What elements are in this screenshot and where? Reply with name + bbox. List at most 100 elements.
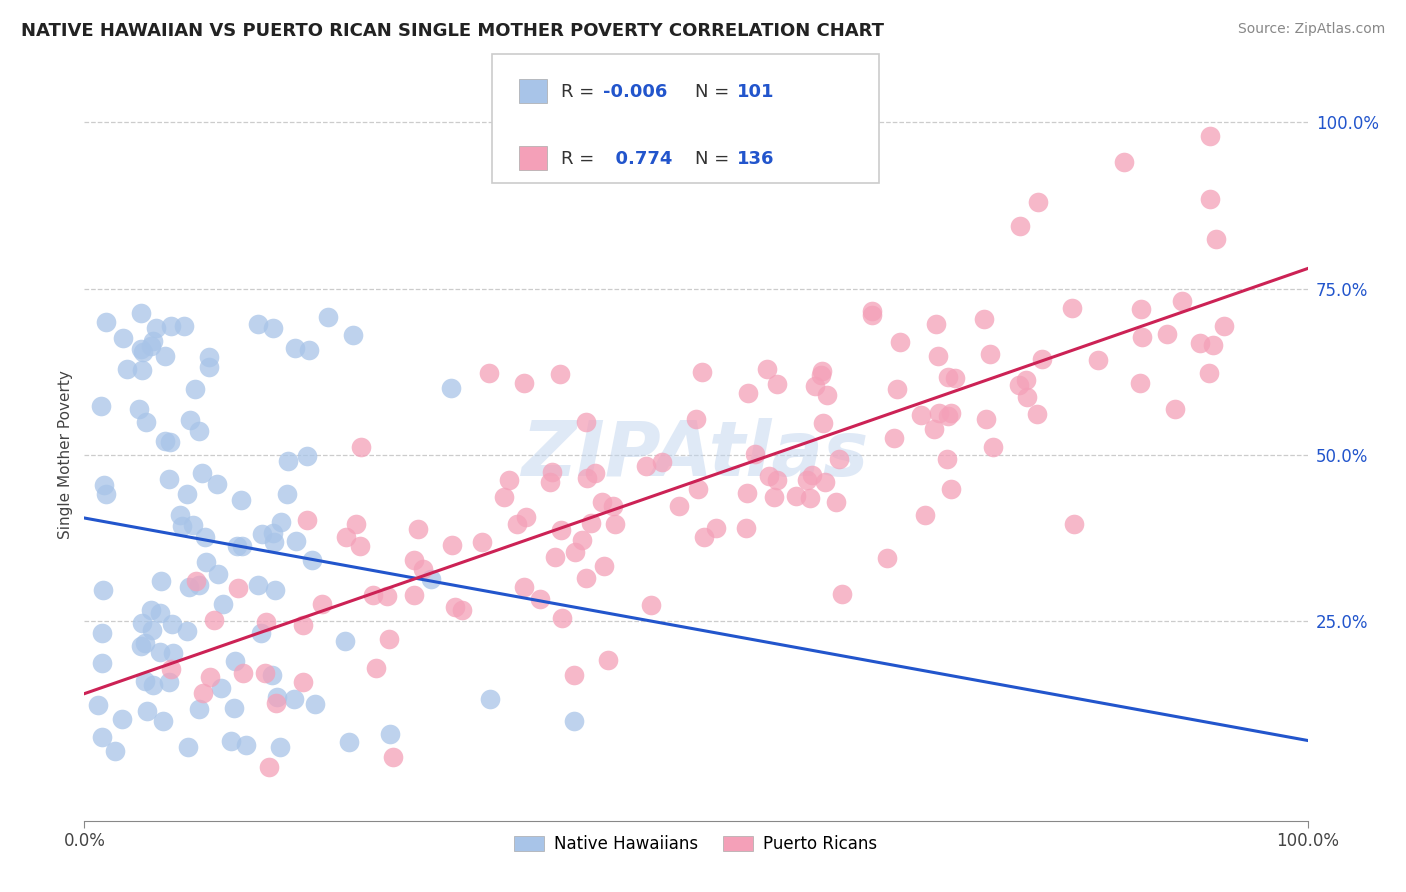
Point [1031,352,1053,367]
Text: R =: R = [561,83,600,101]
Point [153,349,176,363]
Point [90,400,112,414]
Point [444,599,467,614]
Legend: Native Hawaiians, Puerto Ricans: Native Hawaiians, Puerto Ricans [508,829,884,860]
Point [690,365,713,379]
Point [96,487,118,501]
Point [941,405,963,419]
Point [159,434,181,449]
Point [205,476,228,491]
Point [1015,373,1038,387]
Point [889,334,911,349]
Point [344,517,367,532]
Point [704,521,727,535]
Point [693,530,716,544]
Point [755,361,778,376]
Point [596,653,619,667]
Point [311,597,333,611]
Point [1060,301,1083,315]
Point [1171,293,1194,308]
Point [1010,219,1032,233]
Point [212,597,235,611]
Point [184,382,207,396]
Point [141,623,163,637]
Point [316,310,339,324]
Point [1063,516,1085,531]
Point [506,516,529,531]
Point [1028,195,1050,210]
Point [515,510,537,524]
Point [266,696,288,710]
Point [824,495,846,509]
Point [688,482,710,496]
Point [262,667,284,681]
Point [270,515,292,529]
Point [922,422,945,436]
Point [811,417,834,431]
Point [145,321,167,335]
Point [262,525,284,540]
Point [402,553,425,567]
Point [364,661,387,675]
Point [246,578,269,592]
Point [734,521,756,535]
Point [254,615,277,629]
Point [408,523,430,537]
Point [1087,353,1109,368]
Point [142,678,165,692]
Point [541,465,564,479]
Point [134,674,156,689]
Point [602,500,624,514]
Point [529,592,551,607]
Point [173,319,195,334]
Point [1198,367,1220,381]
Point [735,486,758,500]
Point [284,533,307,548]
Point [304,697,326,711]
Point [298,343,321,357]
Point [1164,402,1187,417]
Point [249,625,271,640]
Point [876,550,898,565]
Point [1114,155,1136,169]
Point [291,674,314,689]
Point [914,508,936,522]
Point [263,534,285,549]
Point [382,749,405,764]
Point [197,359,219,374]
Text: -0.006: -0.006 [603,83,668,101]
Text: R =: R = [561,150,600,168]
Point [737,385,759,400]
Point [149,606,172,620]
Point [544,549,567,564]
Point [981,441,1004,455]
Point [132,345,155,359]
Point [440,381,463,395]
Point [184,574,207,588]
Point [295,449,318,463]
Point [142,334,165,349]
Point [188,424,211,438]
Point [1213,319,1236,334]
Point [1007,378,1029,392]
Point [87,698,110,713]
Point [235,738,257,752]
Point [207,566,229,581]
Point [266,690,288,704]
Point [350,441,373,455]
Point [564,545,586,559]
Text: Source: ZipAtlas.com: Source: ZipAtlas.com [1237,22,1385,37]
Point [450,603,472,617]
Text: N =: N = [695,150,734,168]
Point [224,654,246,668]
Point [800,468,823,483]
Point [513,580,536,594]
Point [685,412,707,426]
Point [886,382,908,396]
Point [935,452,957,467]
Point [195,555,218,569]
Point [1156,326,1178,341]
Point [231,539,253,553]
Point [188,578,211,592]
Point [548,367,571,381]
